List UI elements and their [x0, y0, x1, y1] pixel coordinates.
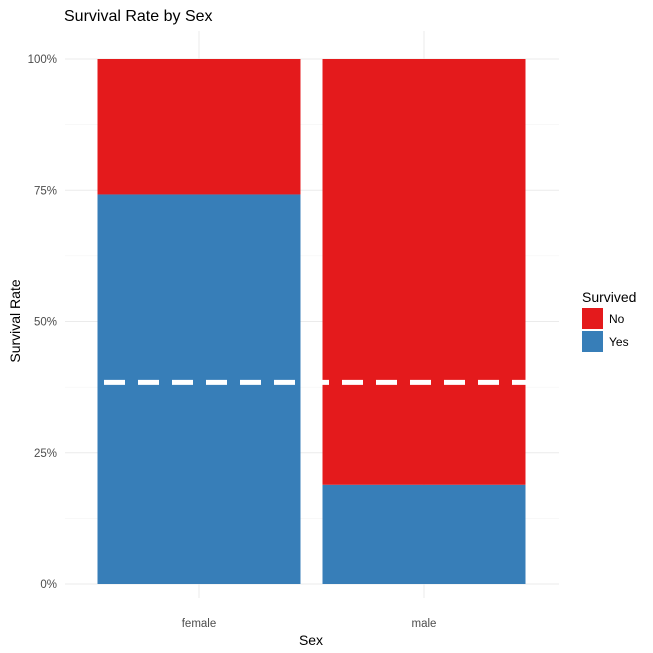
x-tick-label: female	[182, 618, 217, 630]
y-tick-label: 100%	[28, 54, 57, 66]
y-axis-ticks: 0% 25% 50% 75% 100%	[28, 54, 57, 591]
y-tick-label: 75%	[34, 185, 57, 197]
legend: Survived No Yes	[582, 289, 636, 352]
x-axis-title: Sex	[299, 632, 323, 648]
y-tick-label: 0%	[40, 579, 57, 591]
legend-title: Survived	[582, 289, 636, 305]
legend-label: Yes	[609, 335, 629, 349]
bars	[97, 59, 526, 584]
bar-female-no	[97, 59, 301, 195]
y-tick-label: 25%	[34, 448, 57, 460]
chart-title: Survival Rate by Sex	[64, 8, 213, 25]
legend-key-yes	[582, 331, 603, 352]
bar-female-yes	[97, 194, 301, 584]
bar-male-no	[322, 59, 526, 485]
y-axis-title: Survival Rate	[7, 279, 23, 362]
legend-key-no	[582, 308, 603, 329]
x-axis-ticks: female male	[182, 618, 437, 630]
y-tick-label: 50%	[34, 317, 57, 329]
legend-label: No	[609, 312, 625, 326]
x-tick-label: male	[412, 618, 437, 630]
bar-male-yes	[322, 484, 526, 584]
